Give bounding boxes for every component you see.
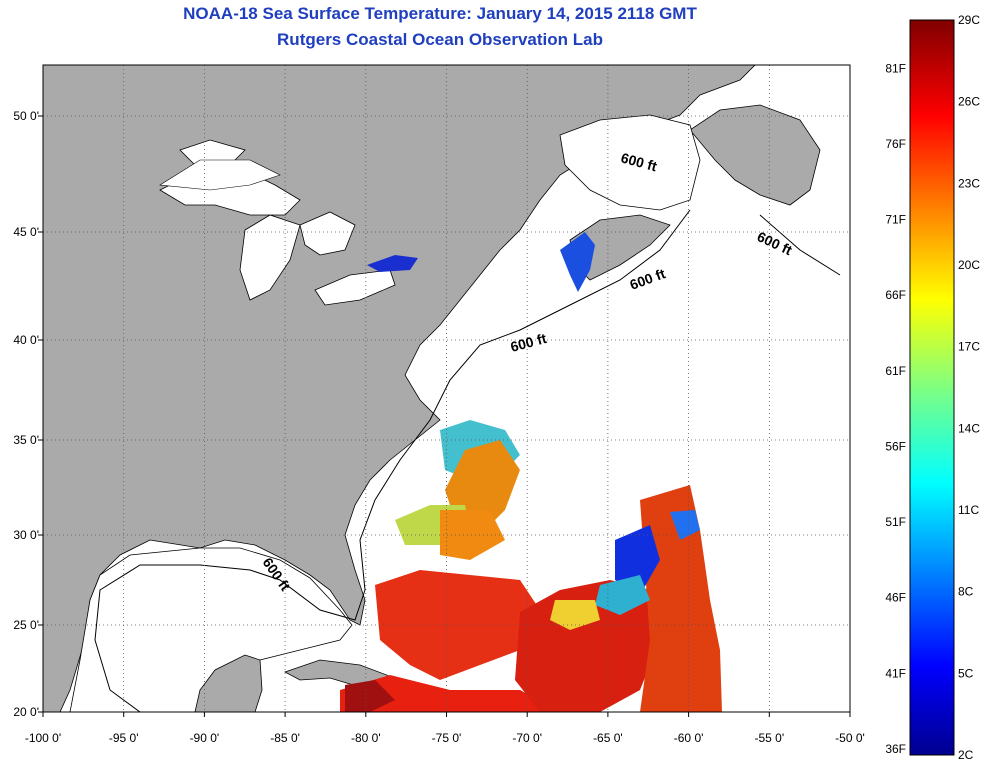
land-north-america — [43, 65, 756, 712]
colorbar-celsius-label: 26C — [958, 95, 980, 109]
land-newfoundland — [689, 104, 821, 206]
lat-tick-label: 45 0' — [13, 225, 39, 239]
latitude-labels: 20 0' 25 0' 30 0' 35 0' 40 0' 45 0' 50 0' — [13, 109, 39, 719]
colorbar-fahrenheit-label: 46F — [885, 591, 906, 605]
map-subtitle: Rutgers Coastal Ocean Observation Lab — [277, 30, 603, 49]
land-yucatan — [194, 654, 263, 712]
lon-tick-label: -85 0' — [270, 731, 300, 745]
lake-ontario-sst — [367, 255, 418, 272]
colorbar-labels: 2C 5C 8C 11C 14C 17C 20C 23C 26C 29C 36F 41F 46F 51F 5… — [885, 13, 980, 762]
lat-tick-label: 30 0' — [13, 528, 39, 542]
lon-tick-label: -90 0' — [190, 731, 220, 745]
colorbar-celsius-label: 8C — [958, 585, 974, 599]
graticule — [38, 65, 851, 717]
lon-tick-label: -50 0' — [835, 731, 865, 745]
colorbar-fahrenheit-label: 66F — [885, 288, 906, 302]
colorbar-fahrenheit-label: 76F — [885, 137, 906, 151]
lon-tick-label: -80 0' — [351, 731, 381, 745]
colorbar-fahrenheit-label: 61F — [885, 364, 906, 378]
colorbar-celsius-label: 2C — [958, 748, 974, 762]
colorbar-celsius-label: 5C — [958, 666, 974, 680]
colorbar-celsius-label: 17C — [958, 340, 980, 354]
lon-tick-label: -75 0' — [432, 731, 462, 745]
lon-tick-label: -60 0' — [674, 731, 704, 745]
lon-tick-label: -55 0' — [754, 731, 784, 745]
colorbar-fahrenheit-label: 41F — [885, 666, 906, 680]
hudson-bay — [159, 159, 281, 191]
colorbar-celsius-label: 29C — [958, 13, 980, 27]
sst-data — [340, 420, 722, 712]
lat-tick-label: 35 0' — [13, 433, 39, 447]
map-frame — [42, 64, 851, 713]
lat-tick-label: 25 0' — [13, 618, 39, 632]
depth-contour-600ft — [94, 209, 841, 712]
colorbar-celsius-label: 23C — [958, 176, 980, 190]
lon-tick-label: -100 0' — [25, 731, 61, 745]
colorbar-fahrenheit-label: 81F — [885, 61, 906, 75]
lat-tick-label: 20 0' — [13, 705, 39, 719]
colorbar-fahrenheit-label: 71F — [885, 213, 906, 227]
gulf-of-st-lawrence — [559, 114, 701, 211]
colorbar-fahrenheit-label: 51F — [885, 515, 906, 529]
colorbar-celsius-label: 14C — [958, 421, 980, 435]
bay-of-fundy-sst — [560, 232, 595, 292]
lat-tick-label: 40 0' — [13, 333, 39, 347]
lon-tick-label: -65 0' — [593, 731, 623, 745]
colorbar-fahrenheit-label: 36F — [885, 742, 906, 756]
lon-tick-label: -70 0' — [512, 731, 542, 745]
lon-tick-label: -95 0' — [109, 731, 139, 745]
map-title: NOAA-18 Sea Surface Temperature: January… — [183, 4, 697, 23]
colorbar-celsius-label: 20C — [958, 258, 980, 272]
longitude-labels: -100 0' -95 0' -90 0' -85 0' -80 0' -75 0' -70… — [25, 731, 865, 745]
lat-tick-label: 50 0' — [13, 109, 39, 123]
colorbar — [909, 19, 955, 756]
colorbar-fahrenheit-label: 56F — [885, 439, 906, 453]
colorbar-celsius-label: 11C — [958, 503, 979, 517]
